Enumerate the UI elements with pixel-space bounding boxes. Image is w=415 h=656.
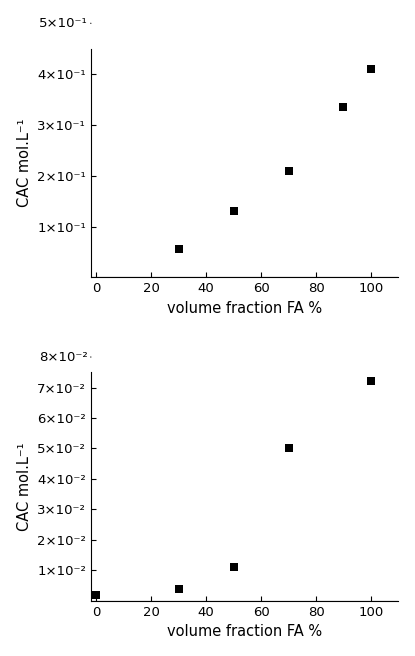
Point [285,165,292,176]
X-axis label: volume fraction FA %: volume fraction FA % [167,625,322,640]
Y-axis label: CAC mol.L⁻¹: CAC mol.L⁻¹ [17,442,32,531]
Point [230,562,237,573]
Point [230,206,237,216]
Y-axis label: CAC mol.L⁻¹: CAC mol.L⁻¹ [17,119,32,207]
Point [340,102,347,112]
Text: 8×10⁻²: 8×10⁻² [39,350,88,363]
Point [93,590,100,600]
Point [368,376,374,386]
Point [176,244,182,255]
Text: 5×10⁻¹: 5×10⁻¹ [39,17,88,30]
X-axis label: volume fraction FA %: volume fraction FA % [167,300,322,316]
Point [285,443,292,454]
Point [368,64,374,74]
Point [176,583,182,594]
